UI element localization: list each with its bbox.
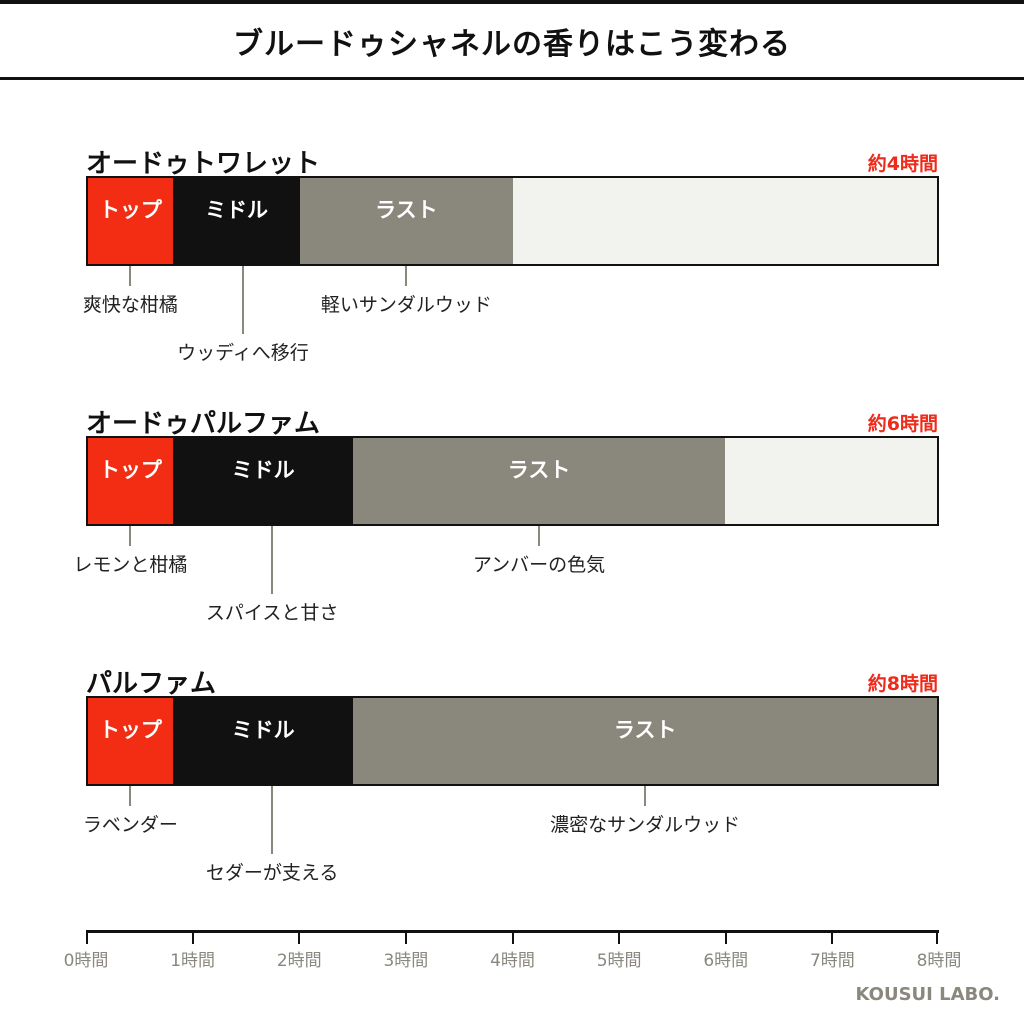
x-axis-tick-label: 0時間 [63, 951, 109, 971]
top-phase-bar: トップ [88, 438, 173, 524]
timeline-bar: トップ ミドル ラスト [86, 176, 939, 266]
series-title: オードゥトワレット [86, 149, 321, 179]
last-phase-bar: ラスト [353, 438, 725, 524]
note-annotation: 濃密なサンダルウッド [550, 814, 741, 836]
phase-label: ミドル [205, 198, 269, 222]
note-connector [538, 526, 541, 546]
note-connector [241, 266, 244, 334]
phase-label: トップ [98, 718, 162, 742]
timeline-bar: トップ ミドル ラスト [86, 436, 939, 526]
x-axis-tick [298, 930, 301, 944]
timeline-bar: トップ ミドル ラスト [86, 696, 939, 786]
duration-label: 約6時間 [867, 413, 938, 435]
note-connector [129, 786, 132, 806]
x-axis-tick-label: 3時間 [383, 951, 429, 971]
title-banner: ブルードゥシャネルの香りはこう変わる [0, 0, 1024, 80]
note-annotation: ウッディへ移行 [177, 342, 309, 364]
x-axis-tick-label: 2時間 [276, 951, 322, 971]
x-axis-tick [511, 930, 514, 944]
note-connector [644, 786, 647, 806]
phase-label: ミドル [231, 718, 295, 742]
duration-label: 約4時間 [867, 153, 938, 175]
note-annotation: スパイスと甘さ [205, 602, 339, 624]
middle-phase-bar: ミドル [172, 698, 354, 784]
note-connector [129, 526, 132, 546]
duration-label: 約8時間 [867, 673, 938, 695]
note-annotation: 爽快な柑橘 [82, 294, 178, 316]
top-phase-bar: トップ [88, 698, 173, 784]
phase-label: トップ [98, 198, 162, 222]
note-connector [271, 786, 274, 854]
note-annotation: 軽いサンダルウッド [320, 294, 492, 316]
series-title: パルファム [86, 669, 217, 699]
last-phase-bar: ラスト [353, 698, 937, 784]
phase-label: ミドル [231, 458, 295, 482]
note-connector [405, 266, 408, 286]
x-axis-tick [618, 930, 621, 944]
x-axis-tick-label: 1時間 [170, 951, 216, 971]
middle-phase-bar: ミドル [172, 438, 354, 524]
phase-label: ラスト [613, 718, 677, 742]
note-connector [129, 266, 132, 286]
last-phase-bar: ラスト [300, 178, 513, 264]
note-connector [271, 526, 274, 594]
phase-label: ラスト [507, 458, 571, 482]
x-axis-tick-label: 8時間 [916, 951, 962, 971]
x-axis-tick-label: 6時間 [703, 951, 749, 971]
page-title: ブルードゥシャネルの香りはこう変わる [233, 26, 791, 62]
note-annotation: ラベンダー [82, 814, 178, 836]
x-axis-tick [191, 930, 194, 944]
x-axis-tick [724, 930, 727, 944]
note-annotation: アンバーの色気 [472, 554, 606, 576]
x-axis-tick [86, 930, 88, 944]
middle-phase-bar: ミドル [172, 178, 301, 264]
brand-logo-text: KOUSUI LABO. [855, 984, 1000, 1005]
phase-label: ラスト [375, 198, 438, 222]
x-axis-tick-label: 5時間 [596, 951, 642, 971]
x-axis-tick-label: 7時間 [809, 951, 855, 971]
phase-label: トップ [98, 458, 162, 482]
x-axis-tick [831, 930, 834, 944]
x-axis-tick [936, 930, 938, 944]
note-annotation: レモンと柑橘 [73, 554, 188, 576]
note-annotation: セダーが支える [205, 862, 339, 884]
x-axis-tick [404, 930, 407, 944]
series-title: オードゥパルファム [86, 409, 321, 439]
x-axis-tick-label: 4時間 [490, 951, 535, 971]
top-phase-bar: トップ [88, 178, 173, 264]
